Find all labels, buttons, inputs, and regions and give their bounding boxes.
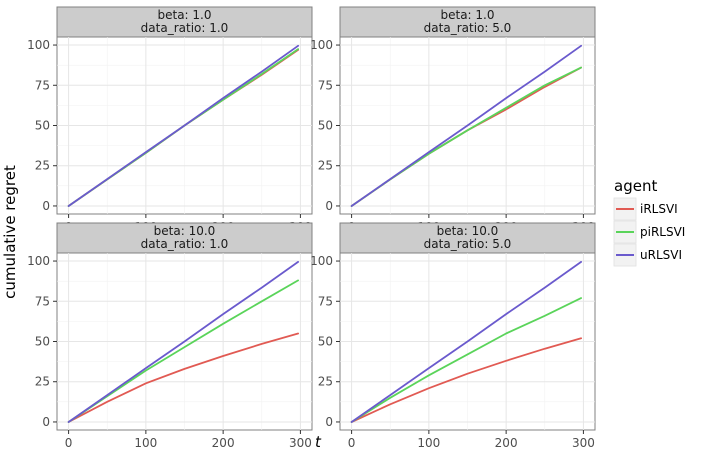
y-tick-label: 0 [325, 199, 333, 213]
y-axis-title: cumulative regret [1, 165, 19, 299]
series-line-uRLSVI [350, 260, 582, 423]
series-line-iRLSVI [67, 332, 300, 423]
series-line-uRLSVI [350, 44, 582, 207]
x-tick-label: 300 [572, 436, 595, 450]
series-line-uRLSVI [67, 260, 300, 423]
y-tick-label: 50 [35, 119, 50, 133]
series-line-iRLSVI [350, 337, 582, 423]
y-tick-label: 25 [318, 159, 333, 173]
y-tick-label: 50 [318, 119, 333, 133]
facet-strip-label: data_ratio: 1.0 [141, 21, 229, 35]
legend-label: iRLSVI [640, 202, 678, 216]
y-tick-label: 100 [310, 38, 333, 52]
series-line-piRLSVI [67, 279, 300, 423]
facet-strip [56, 6, 313, 38]
legend-entry-iRLSVI: iRLSVI [613, 197, 678, 221]
facet-strip-label: beta: 1.0 [441, 8, 495, 22]
x-tick-label: 300 [289, 436, 312, 450]
y-tick-label: 100 [27, 254, 50, 268]
y-tick-label: 25 [35, 375, 50, 389]
legend-entries: iRLSVI piRLSVI uRLSVI [613, 197, 685, 267]
series-line-piRLSVI [350, 297, 582, 423]
y-tick-label: 0 [42, 199, 50, 213]
y-tick-label: 100 [310, 254, 333, 268]
y-tick-label: 50 [35, 335, 50, 349]
legend-title: agent [614, 177, 657, 195]
facet-strip-label: data_ratio: 5.0 [424, 237, 512, 251]
facet-strip-label: beta: 10.0 [437, 224, 499, 238]
y-tick-label: 25 [35, 159, 50, 173]
x-axis-title: t [315, 433, 322, 451]
legend-entry-piRLSVI: piRLSVI [613, 220, 685, 244]
x-tick-label: 200 [212, 436, 235, 450]
facet-strip-label: data_ratio: 1.0 [141, 237, 229, 251]
y-tick-label: 75 [35, 78, 50, 92]
y-tick-label: 75 [35, 294, 50, 308]
facet-strip-label: data_ratio: 5.0 [424, 21, 512, 35]
x-tick-label: 100 [417, 436, 440, 450]
y-tick-label: 75 [318, 78, 333, 92]
y-tick-label: 0 [325, 415, 333, 429]
facet-strip-label: beta: 10.0 [154, 224, 216, 238]
y-tick-label: 25 [318, 375, 333, 389]
facet-strip-label: beta: 1.0 [158, 8, 212, 22]
legend-label: piRLSVI [640, 225, 685, 239]
facet-strip [339, 6, 596, 38]
y-tick-label: 75 [318, 294, 333, 308]
x-tick-label: 200 [495, 436, 518, 450]
y-tick-label: 100 [27, 38, 50, 52]
x-tick-label: 100 [134, 436, 157, 450]
facet-strip [56, 222, 313, 254]
series-line-uRLSVI [67, 44, 300, 207]
legend-label: uRLSVI [640, 248, 682, 262]
x-tick-label: 0 [65, 436, 73, 450]
legend-entry-uRLSVI: uRLSVI [613, 243, 682, 267]
legend: agent iRLSVI piRLSVI uRLSVI [613, 177, 685, 267]
x-tick-label: 0 [348, 436, 356, 450]
facet-strip [339, 222, 596, 254]
y-tick-label: 50 [318, 335, 333, 349]
y-tick-label: 0 [42, 415, 50, 429]
